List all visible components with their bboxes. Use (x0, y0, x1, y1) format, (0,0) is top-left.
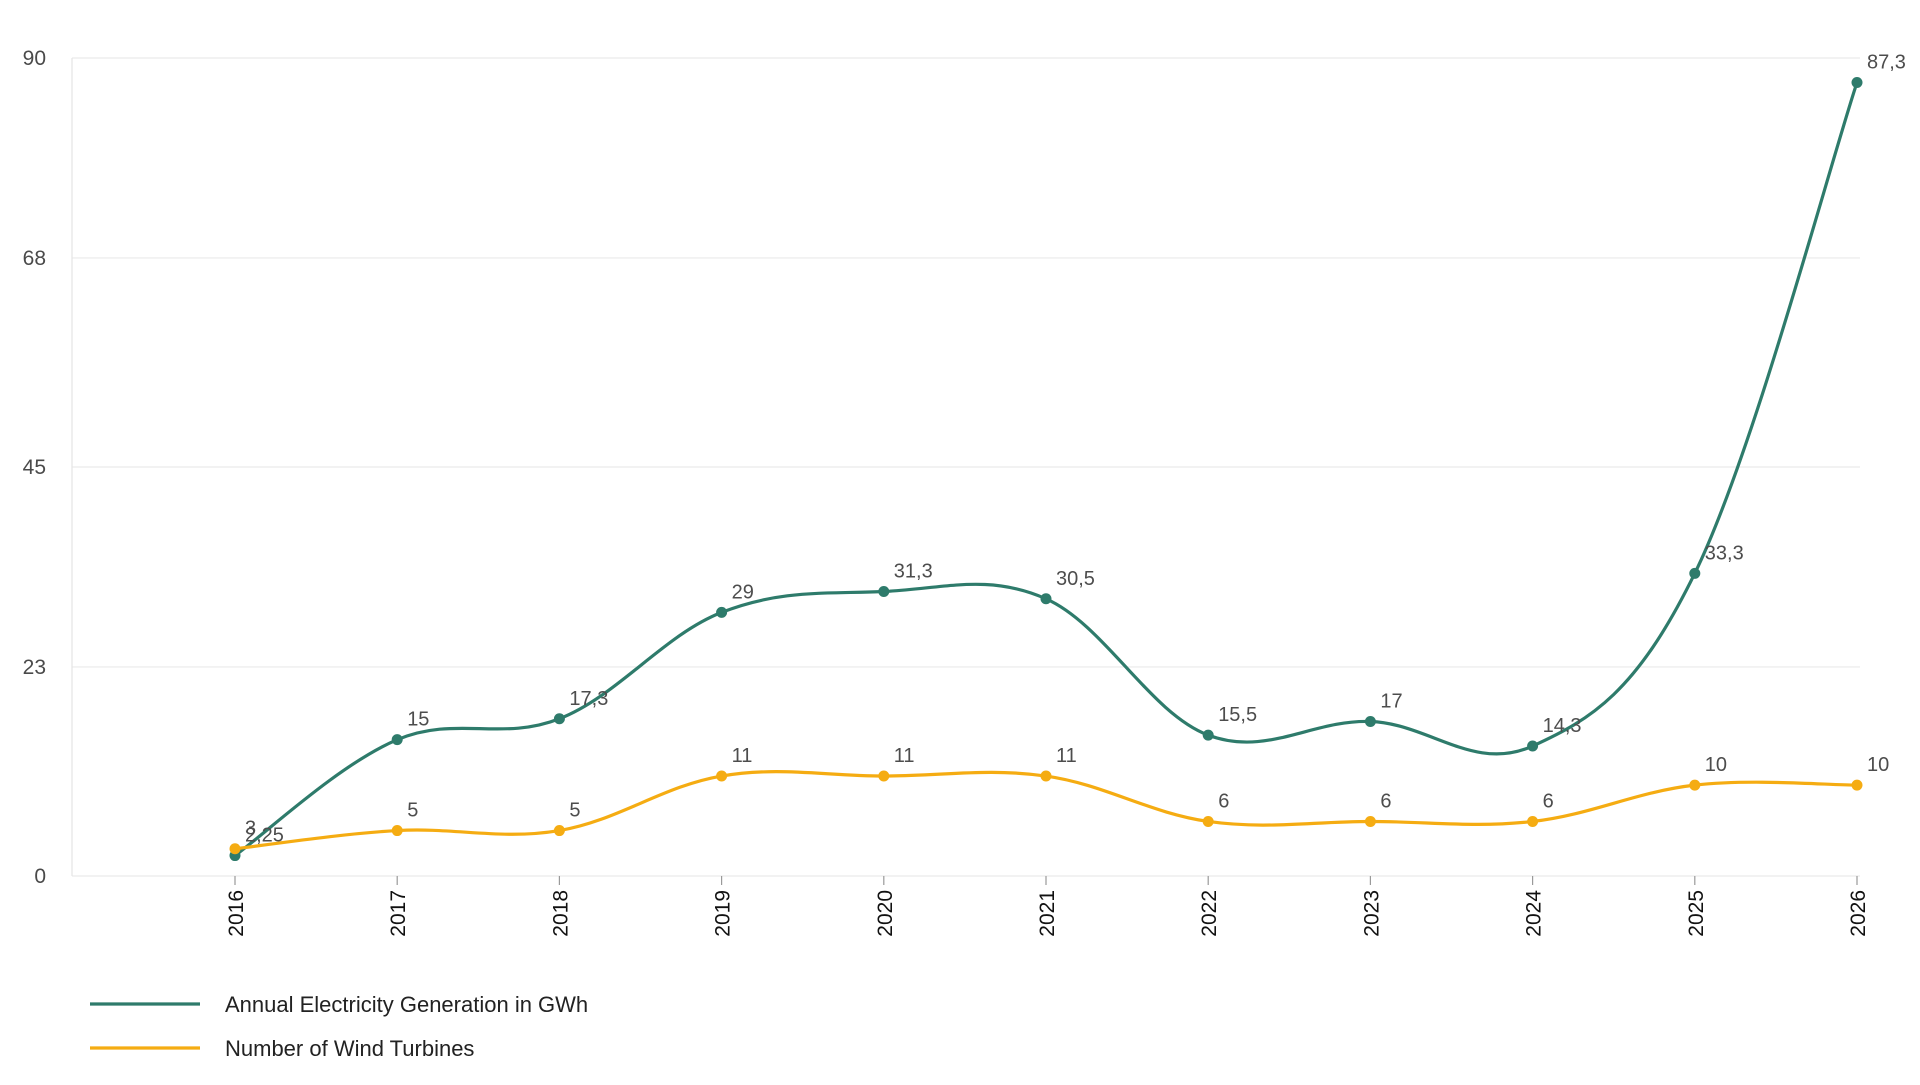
legend-label-1: Number of Wind Turbines (225, 1036, 474, 1061)
x-tick-label: 2021 (1036, 890, 1059, 937)
x-tick-label: 2019 (712, 890, 735, 937)
data-label: 5 (569, 800, 580, 822)
y-tick-label: 23 (23, 656, 46, 679)
x-tick-label: 2018 (549, 890, 572, 937)
axis-layer: 0 23 45 68 90 2016 2017 2018 2019 2020 2021 2022 202… (23, 47, 1870, 937)
series-0-point (1851, 77, 1863, 89)
x-tick-label: 2017 (387, 890, 410, 937)
series-1-point (878, 770, 890, 782)
x-tick-label: 2020 (874, 890, 897, 937)
data-label: 2,25 (245, 825, 284, 847)
y-tick-label: 90 (23, 47, 46, 70)
data-label: 10 (1867, 754, 1889, 776)
legend-label-0: Annual Electricity Generation in GWh (225, 992, 588, 1017)
y-tick-label: 0 (34, 865, 46, 888)
data-label: 31,3 (894, 561, 933, 583)
data-label: 3 (245, 818, 256, 840)
series-1-point (229, 843, 241, 855)
data-label: 17,3 (569, 688, 608, 710)
data-label: 87,3 (1867, 52, 1906, 74)
x-tick-label: 2016 (225, 890, 248, 937)
series-1-point (1851, 779, 1863, 791)
series-0-point (391, 734, 403, 746)
series-1-point (1527, 815, 1539, 827)
series-1-point (1689, 779, 1701, 791)
data-label: 11 (732, 745, 753, 767)
series-0-point (878, 586, 890, 598)
data-label: 33,3 (1705, 542, 1744, 564)
series-0-point (716, 606, 728, 618)
data-label: 10 (1705, 754, 1727, 776)
data-label: 15 (407, 709, 429, 731)
data-label: 6 (1543, 790, 1554, 812)
x-tick-label: 2022 (1198, 890, 1221, 937)
series-layer (229, 77, 1863, 862)
series-1-point (391, 825, 403, 837)
x-tick-label: 2026 (1847, 890, 1870, 937)
series-1-point (1040, 770, 1052, 782)
data-label-layer: 2,25 15 17,3 29 31,3 30,5 15,5 17 14,3 33,3 87,3 3 5… (245, 52, 1906, 847)
series-line-0 (233, 80, 1859, 858)
series-0-point (1689, 567, 1701, 579)
series-0-point (1202, 729, 1214, 741)
data-label: 11 (1056, 745, 1077, 767)
series-0-point (1364, 715, 1376, 727)
series-0-point (1527, 740, 1539, 752)
series-0-point (1040, 593, 1052, 605)
data-label: 17 (1380, 690, 1402, 712)
series-1-point (1364, 815, 1376, 827)
data-label: 5 (407, 800, 418, 822)
series-1-point (553, 825, 565, 837)
data-label: 6 (1218, 790, 1229, 812)
series-1-point (1202, 815, 1214, 827)
series-line-1 (233, 770, 1859, 851)
data-label: 14,3 (1543, 715, 1582, 737)
data-label: 6 (1380, 790, 1391, 812)
series-1-point (716, 770, 728, 782)
y-tick-label: 45 (23, 456, 46, 479)
legend: Annual Electricity Generation in GWh Numb… (90, 992, 588, 1061)
data-label: 30,5 (1056, 568, 1095, 590)
data-label: 15,5 (1218, 704, 1257, 726)
x-tick-label: 2023 (1360, 890, 1383, 937)
grid-layer (72, 57, 1860, 877)
y-tick-label: 68 (23, 247, 46, 270)
x-tick-label: 2025 (1685, 890, 1708, 937)
series-0-point (553, 713, 565, 725)
data-label: 11 (894, 745, 915, 767)
data-label: 29 (732, 581, 754, 603)
x-tick-label: 2024 (1523, 890, 1546, 937)
